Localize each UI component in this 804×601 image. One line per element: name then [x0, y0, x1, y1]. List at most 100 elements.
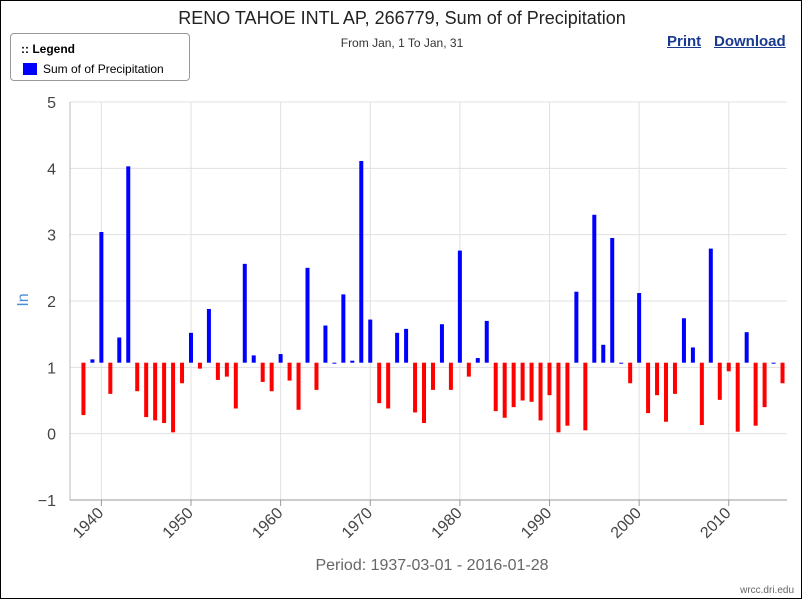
bar[interactable] [233, 362, 238, 409]
bar[interactable] [762, 362, 767, 408]
bar[interactable] [646, 362, 651, 414]
bar[interactable] [188, 332, 193, 363]
bar[interactable] [108, 362, 113, 394]
bar[interactable] [287, 362, 292, 381]
x-tick-label: 2010 [697, 505, 734, 542]
bar[interactable] [197, 362, 202, 369]
bar[interactable] [717, 362, 722, 400]
credit-text: wrcc.dri.edu [740, 585, 794, 596]
bar[interactable] [780, 362, 785, 384]
bar[interactable] [260, 362, 265, 382]
bar[interactable] [350, 360, 355, 363]
bar[interactable] [296, 362, 301, 410]
bar[interactable] [386, 362, 391, 409]
bar[interactable] [323, 325, 328, 363]
bar[interactable] [771, 362, 776, 364]
chart-subtitle: From Jan, 1 To Jan, 31 [340, 36, 464, 50]
bar[interactable] [448, 362, 453, 390]
x-tick-label: 1960 [249, 505, 286, 542]
bar[interactable] [628, 362, 633, 384]
bar[interactable] [672, 362, 677, 394]
bar[interactable] [753, 362, 758, 426]
bar[interactable] [547, 362, 552, 396]
x-tick-label: 1990 [518, 505, 555, 542]
bar[interactable] [637, 293, 642, 363]
y-tick-label: 5 [47, 95, 56, 112]
bar[interactable] [556, 362, 561, 433]
bar[interactable] [368, 319, 373, 363]
bar[interactable] [144, 362, 149, 418]
bar[interactable] [269, 362, 274, 392]
bar[interactable] [511, 362, 516, 408]
bar[interactable] [359, 161, 364, 363]
download-link[interactable]: Download [714, 33, 786, 50]
bar[interactable] [126, 166, 131, 363]
y-axis-title: In [15, 293, 32, 306]
bar[interactable] [690, 347, 695, 363]
bar[interactable] [457, 250, 462, 363]
y-tick-label: −1 [38, 493, 56, 510]
bar[interactable] [341, 294, 346, 363]
bar[interactable] [215, 362, 220, 380]
x-tick-label: 1980 [429, 505, 466, 542]
y-tick-label: 1 [47, 360, 56, 377]
bar[interactable] [610, 237, 615, 363]
bar[interactable] [484, 320, 489, 363]
bar[interactable] [99, 232, 104, 363]
bar[interactable] [305, 267, 310, 363]
bar[interactable] [314, 362, 319, 390]
bar[interactable] [413, 362, 418, 413]
x-axis-title: Period: 1937-03-01 - 2016-01-28 [315, 557, 548, 574]
legend: :: Legend Sum of of Precipitation [10, 33, 190, 81]
bar[interactable] [493, 362, 498, 412]
bar[interactable] [520, 362, 525, 401]
bar[interactable] [664, 362, 669, 422]
legend-label[interactable]: Sum of of Precipitation [43, 62, 164, 76]
bar[interactable] [699, 362, 704, 426]
bar[interactable] [466, 362, 471, 377]
bar[interactable] [583, 362, 588, 431]
bar[interactable] [117, 337, 122, 363]
bar[interactable] [206, 308, 211, 363]
grid [70, 101, 787, 501]
bar[interactable] [439, 324, 444, 363]
bar[interactable] [592, 214, 597, 363]
bar[interactable] [422, 362, 427, 424]
bar[interactable] [395, 332, 400, 363]
bar[interactable] [404, 328, 409, 363]
bar[interactable] [332, 362, 337, 364]
axes: −1 0 1 2 3 4 5 1940 1950 1960 1970 1980 1990 2000 2010 [38, 95, 787, 542]
x-tick-label: 1950 [160, 505, 197, 542]
bar[interactable] [90, 359, 95, 363]
bar[interactable] [251, 355, 256, 363]
print-link[interactable]: Print [667, 33, 702, 50]
bar[interactable] [529, 362, 534, 402]
bar[interactable] [278, 354, 283, 363]
bar[interactable] [735, 362, 740, 432]
bar[interactable] [565, 362, 570, 426]
bar[interactable] [171, 362, 176, 433]
bar[interactable] [601, 344, 606, 363]
bar[interactable] [81, 362, 86, 416]
y-tick-label: 2 [47, 294, 56, 311]
bar[interactable] [619, 362, 624, 364]
legend-swatch[interactable] [23, 63, 37, 75]
bar[interactable] [744, 332, 749, 363]
bar[interactable] [726, 362, 731, 372]
bar[interactable] [242, 263, 247, 363]
bar[interactable] [135, 362, 140, 392]
bar[interactable] [180, 362, 185, 384]
bar[interactable] [224, 362, 229, 377]
bar[interactable] [162, 362, 167, 424]
bar[interactable] [475, 358, 480, 363]
bar[interactable] [377, 362, 382, 404]
bar[interactable] [153, 362, 158, 421]
bar[interactable] [655, 362, 660, 396]
bar[interactable] [708, 248, 713, 363]
bar[interactable] [502, 362, 507, 418]
bar[interactable] [538, 362, 543, 421]
bar[interactable] [430, 362, 435, 390]
bar[interactable] [574, 291, 579, 363]
bar[interactable] [681, 318, 686, 363]
